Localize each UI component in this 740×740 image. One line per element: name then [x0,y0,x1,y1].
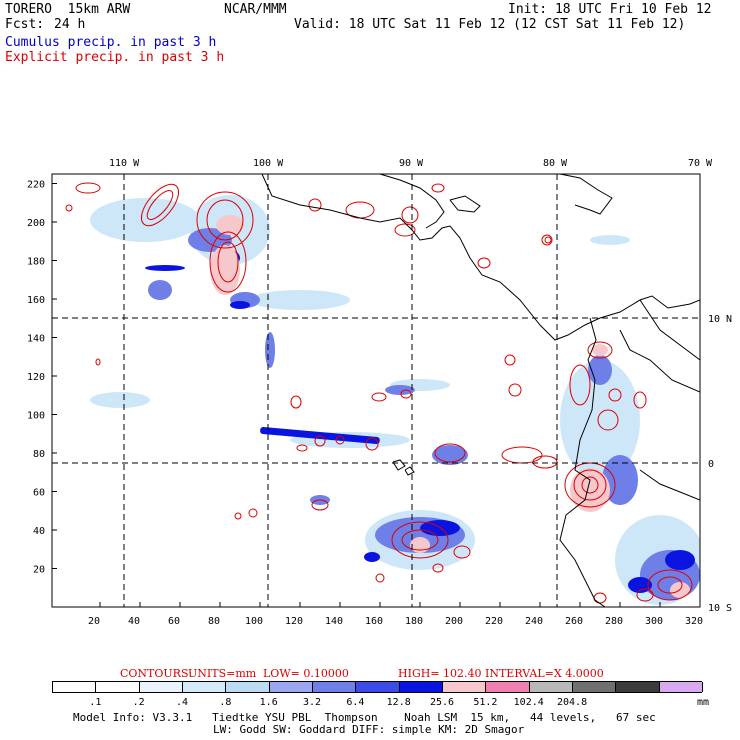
colorbar-cell [226,682,270,692]
x-tick-label: 40 [128,616,140,627]
coastlines [261,174,700,607]
contours-units: UNITS=mm [188,667,257,680]
explicit-contours [65,182,693,604]
colorbar-cell [183,682,227,692]
colorbar-label: 6.4 [346,697,365,708]
x-axis-ticks: 20 40 60 80 100 120 140 160 180 200 220 240 260 280 30… [88,602,703,627]
y-tick-label: 100 [27,411,45,422]
colorbar-label: 25.6 [430,697,455,708]
colorbar-cell [313,682,357,692]
contours-low: LOW= 0.10000 [263,667,349,680]
lon-label-70w: 70 W [688,158,713,169]
y-tick-label: 180 [27,257,45,268]
colorbar-unit: mm [697,697,710,708]
forecast-label: Fcst: [5,17,45,32]
contours-interval: INTERVAL=X 4.0000 [485,667,604,680]
x-tick-label: 140 [325,616,343,627]
colorbar-label: .8 [219,697,232,708]
colorbar-cell [399,682,443,692]
colorbar-cell [96,682,140,692]
y-tick-label: 220 [27,180,45,191]
colorbar-cell [356,682,400,692]
colorbar-label: 1.6 [259,697,278,708]
x-tick-label: 240 [525,616,543,627]
y-tick-label: 160 [27,295,45,306]
lat-label-10s: 10 S [708,603,732,614]
valid-time: Valid: 18 UTC Sat 11 Feb 12 (12 CST Sat … [294,17,686,32]
lat-label-10n: 10 N [708,314,732,325]
colorbar-label: 3.2 [303,697,322,708]
colorbar-cell [616,682,660,692]
x-tick-label: 220 [485,616,503,627]
graticule [52,174,700,607]
model-title: TORERO 15km ARW [5,2,131,17]
x-tick-label: 320 [685,616,703,627]
explicit-fill-areas [210,215,690,598]
lat-label-0: 0 [708,459,714,470]
contours-high: HIGH= 102.40 [398,667,482,680]
y-tick-label: 140 [27,334,45,345]
x-tick-label: 100 [245,616,263,627]
x-tick-label: 20 [88,616,100,627]
forecast-hours: 24 h [54,17,86,32]
y-tick-label: 200 [27,218,45,229]
colorbar-label: 204.8 [557,697,588,708]
colorbar-cell [486,682,530,692]
precip-colorbar [52,681,703,693]
y-tick-label: 20 [33,565,45,576]
colorbar-cell [573,682,617,692]
x-tick-label: 160 [365,616,383,627]
y-axis-ticks: 20 40 60 80 100 120 140 160 180 200 220 [27,180,57,576]
colorbar-cell [529,682,573,692]
explicit-precip-label: Explicit precip. in past 3 h [5,50,225,65]
x-tick-label: 200 [445,616,463,627]
colorbar-cell [443,682,487,692]
x-tick-label: 280 [605,616,623,627]
colorbar-cell [659,682,703,692]
map-field [65,174,700,607]
colorbar-label: .2 [132,697,145,708]
colorbar-cell [53,682,97,692]
lon-label-110w: 110 W [109,158,140,169]
map-frame [51,173,701,608]
colorbar-label: .4 [176,697,189,708]
lon-label-80w: 80 W [543,158,568,169]
colorbar-label: 102.4 [513,697,544,708]
x-tick-label: 60 [168,616,180,627]
x-tick-label: 180 [405,616,423,627]
colorbar-label: 12.8 [386,697,411,708]
colorbar-cell [139,682,183,692]
contours-title: CONTOURS: [120,667,192,680]
x-tick-label: 260 [565,616,583,627]
colorbar-cell [269,682,313,692]
init-time: Init: 18 UTC Fri 10 Feb 12 [508,2,712,17]
lon-label-100w: 100 W [253,158,284,169]
model-info-line1: Model Info: V3.3.1 Tiedtke YSU PBL Thomp… [73,711,656,724]
y-tick-label: 60 [33,488,45,499]
colorbar-label: 51.2 [473,697,498,708]
x-tick-label: 120 [285,616,303,627]
y-tick-label: 40 [33,526,45,537]
x-tick-label: 300 [645,616,663,627]
org-label: NCAR/MMM [224,2,287,17]
colorbar-label: .1 [89,697,102,708]
x-tick-label: 80 [208,616,220,627]
lon-label-90w: 90 W [399,158,424,169]
model-info-line2: LW: Godd SW: Goddard DIFF: simple KM: 2D… [213,723,525,736]
y-tick-label: 120 [27,372,45,383]
cumulus-precip-label: Cumulus precip. in past 3 h [5,35,217,50]
y-tick-label: 80 [33,449,45,460]
